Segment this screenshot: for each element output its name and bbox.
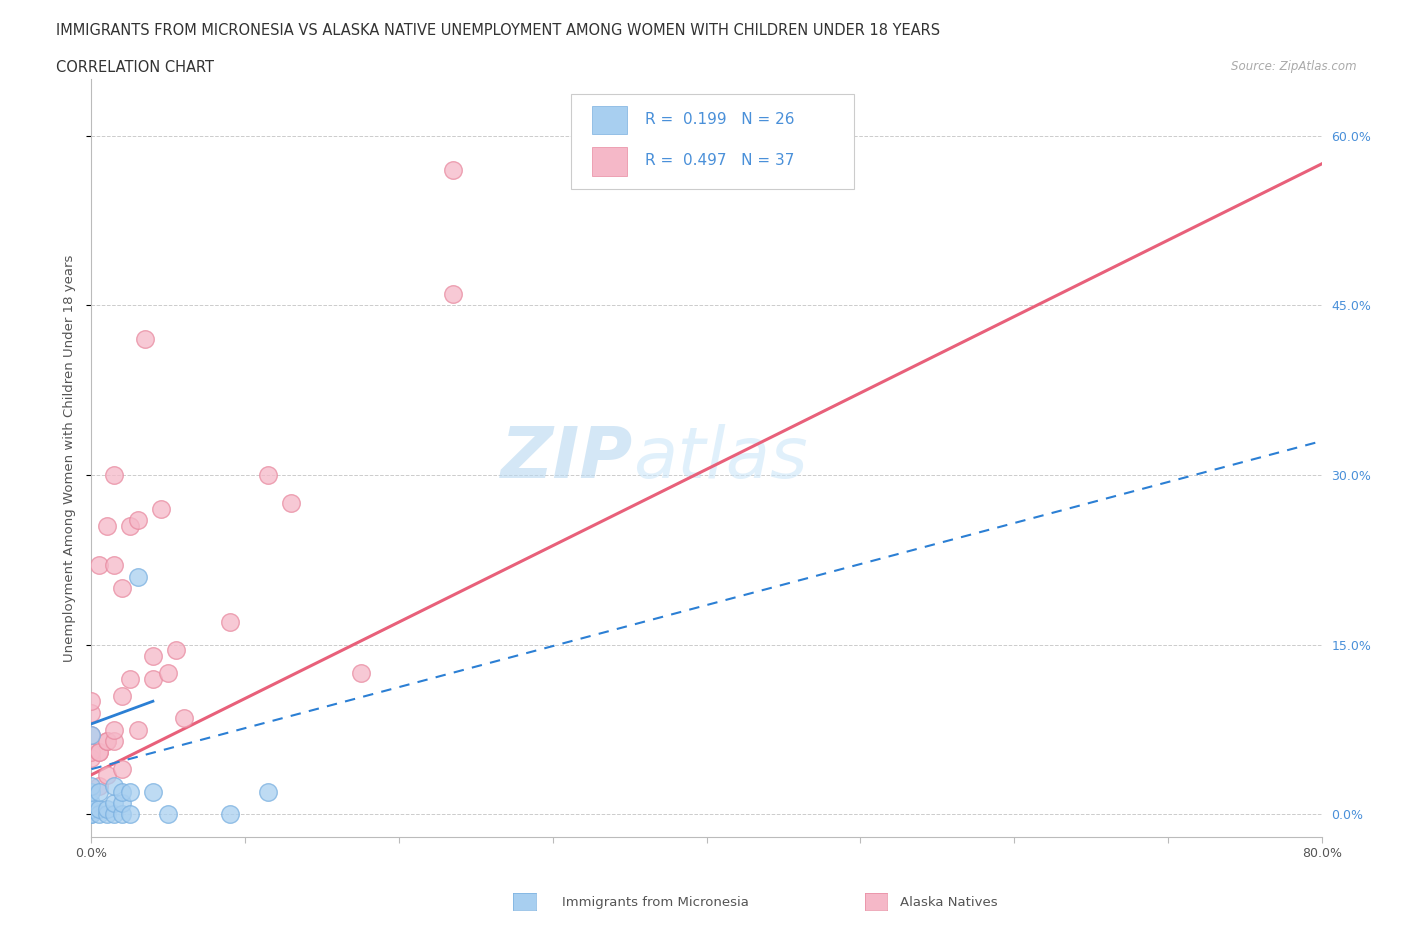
Point	[118, 807, 141, 822]
FancyBboxPatch shape	[592, 147, 627, 176]
Point	[142, 671, 165, 686]
Point	[80, 705, 103, 720]
Point	[87, 558, 110, 573]
Point	[142, 784, 165, 799]
Point	[80, 745, 103, 760]
Text: R =  0.497   N = 37: R = 0.497 N = 37	[645, 153, 794, 168]
Point	[103, 468, 125, 483]
Point	[111, 784, 134, 799]
Point	[96, 518, 118, 533]
Point	[87, 802, 110, 817]
Text: CORRELATION CHART: CORRELATION CHART	[56, 60, 214, 75]
Point	[257, 784, 280, 799]
Point	[80, 807, 103, 822]
Text: Alaska Natives: Alaska Natives	[900, 896, 997, 909]
Point	[218, 807, 240, 822]
Point	[257, 468, 280, 483]
Point	[111, 807, 134, 822]
Point	[111, 762, 134, 777]
Point	[149, 501, 172, 516]
Text: IMMIGRANTS FROM MICRONESIA VS ALASKA NATIVE UNEMPLOYMENT AMONG WOMEN WITH CHILDR: IMMIGRANTS FROM MICRONESIA VS ALASKA NAT…	[56, 23, 941, 38]
Text: Source: ZipAtlas.com: Source: ZipAtlas.com	[1232, 60, 1357, 73]
Text: atlas: atlas	[633, 423, 807, 493]
Point	[134, 332, 156, 347]
Point	[80, 802, 103, 817]
Point	[280, 496, 302, 511]
Point	[103, 722, 125, 737]
Point	[441, 286, 464, 301]
Point	[96, 807, 118, 822]
Point	[80, 728, 103, 743]
Point	[96, 734, 118, 749]
FancyBboxPatch shape	[571, 94, 853, 189]
Text: R =  0.199   N = 26: R = 0.199 N = 26	[645, 112, 794, 126]
Point	[80, 784, 103, 799]
Text: Immigrants from Micronesia: Immigrants from Micronesia	[562, 896, 749, 909]
Point	[87, 784, 110, 799]
Point	[87, 745, 110, 760]
Point	[127, 569, 149, 584]
Y-axis label: Unemployment Among Women with Children Under 18 years: Unemployment Among Women with Children U…	[63, 254, 76, 662]
Point	[103, 734, 125, 749]
Point	[87, 807, 110, 822]
Point	[349, 666, 371, 681]
Point	[157, 666, 180, 681]
Point	[157, 807, 180, 822]
Point	[118, 784, 141, 799]
Point	[127, 722, 149, 737]
Point	[96, 802, 118, 817]
Point	[111, 580, 134, 595]
Point	[173, 711, 195, 725]
Point	[103, 796, 125, 811]
Point	[80, 778, 103, 793]
Point	[218, 615, 240, 630]
Point	[96, 734, 118, 749]
Point	[118, 518, 141, 533]
Point	[80, 807, 103, 822]
Point	[80, 694, 103, 709]
Point	[103, 558, 125, 573]
Point	[111, 688, 134, 703]
Point	[103, 778, 125, 793]
Point	[142, 648, 165, 663]
Point	[80, 728, 103, 743]
Point	[441, 162, 464, 177]
Point	[103, 807, 125, 822]
Text: ZIP: ZIP	[501, 423, 633, 493]
Point	[80, 796, 103, 811]
Point	[127, 512, 149, 527]
Point	[87, 745, 110, 760]
Point	[80, 802, 103, 817]
Point	[111, 796, 134, 811]
Point	[165, 643, 187, 658]
Point	[87, 778, 110, 793]
Point	[80, 751, 103, 765]
Point	[118, 671, 141, 686]
FancyBboxPatch shape	[592, 106, 627, 134]
Point	[96, 767, 118, 782]
